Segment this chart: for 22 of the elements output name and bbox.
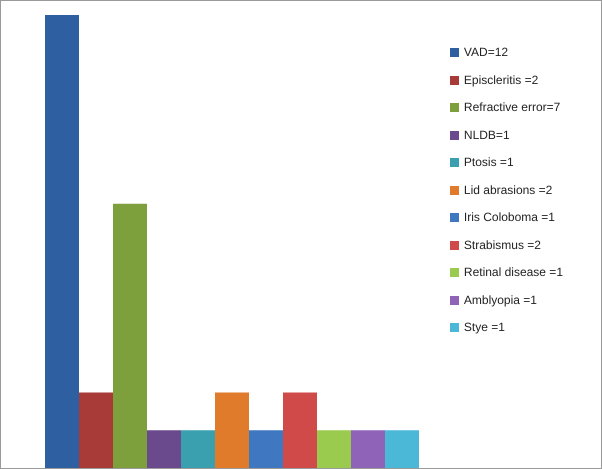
bar [249, 430, 283, 468]
bar [181, 430, 215, 468]
legend-label: Stye =1 [464, 319, 505, 336]
legend-label: Lid abrasions =2 [464, 182, 552, 198]
bar [45, 15, 79, 468]
bar [283, 392, 317, 468]
bar [385, 430, 419, 468]
legend-label: Iris Coloboma =1 [464, 209, 555, 226]
legend-label: VAD=12 [464, 44, 508, 61]
legend-label: Retinal disease =1 [464, 264, 563, 281]
bar [317, 430, 351, 468]
bar [147, 430, 181, 468]
legend-label: Refractive error=7 [464, 99, 560, 116]
legend-label: NLDB=1 [464, 126, 510, 144]
legend-label: Amblyopia =1 [464, 292, 537, 308]
legend-label: Ptosis =1 [464, 154, 514, 171]
bar [215, 392, 249, 468]
bar [351, 430, 385, 468]
bar [113, 204, 147, 468]
legend-label: Strabismus =2 [464, 236, 541, 254]
legend-label: Episcleritis =2 [464, 72, 538, 88]
bar [79, 392, 113, 468]
